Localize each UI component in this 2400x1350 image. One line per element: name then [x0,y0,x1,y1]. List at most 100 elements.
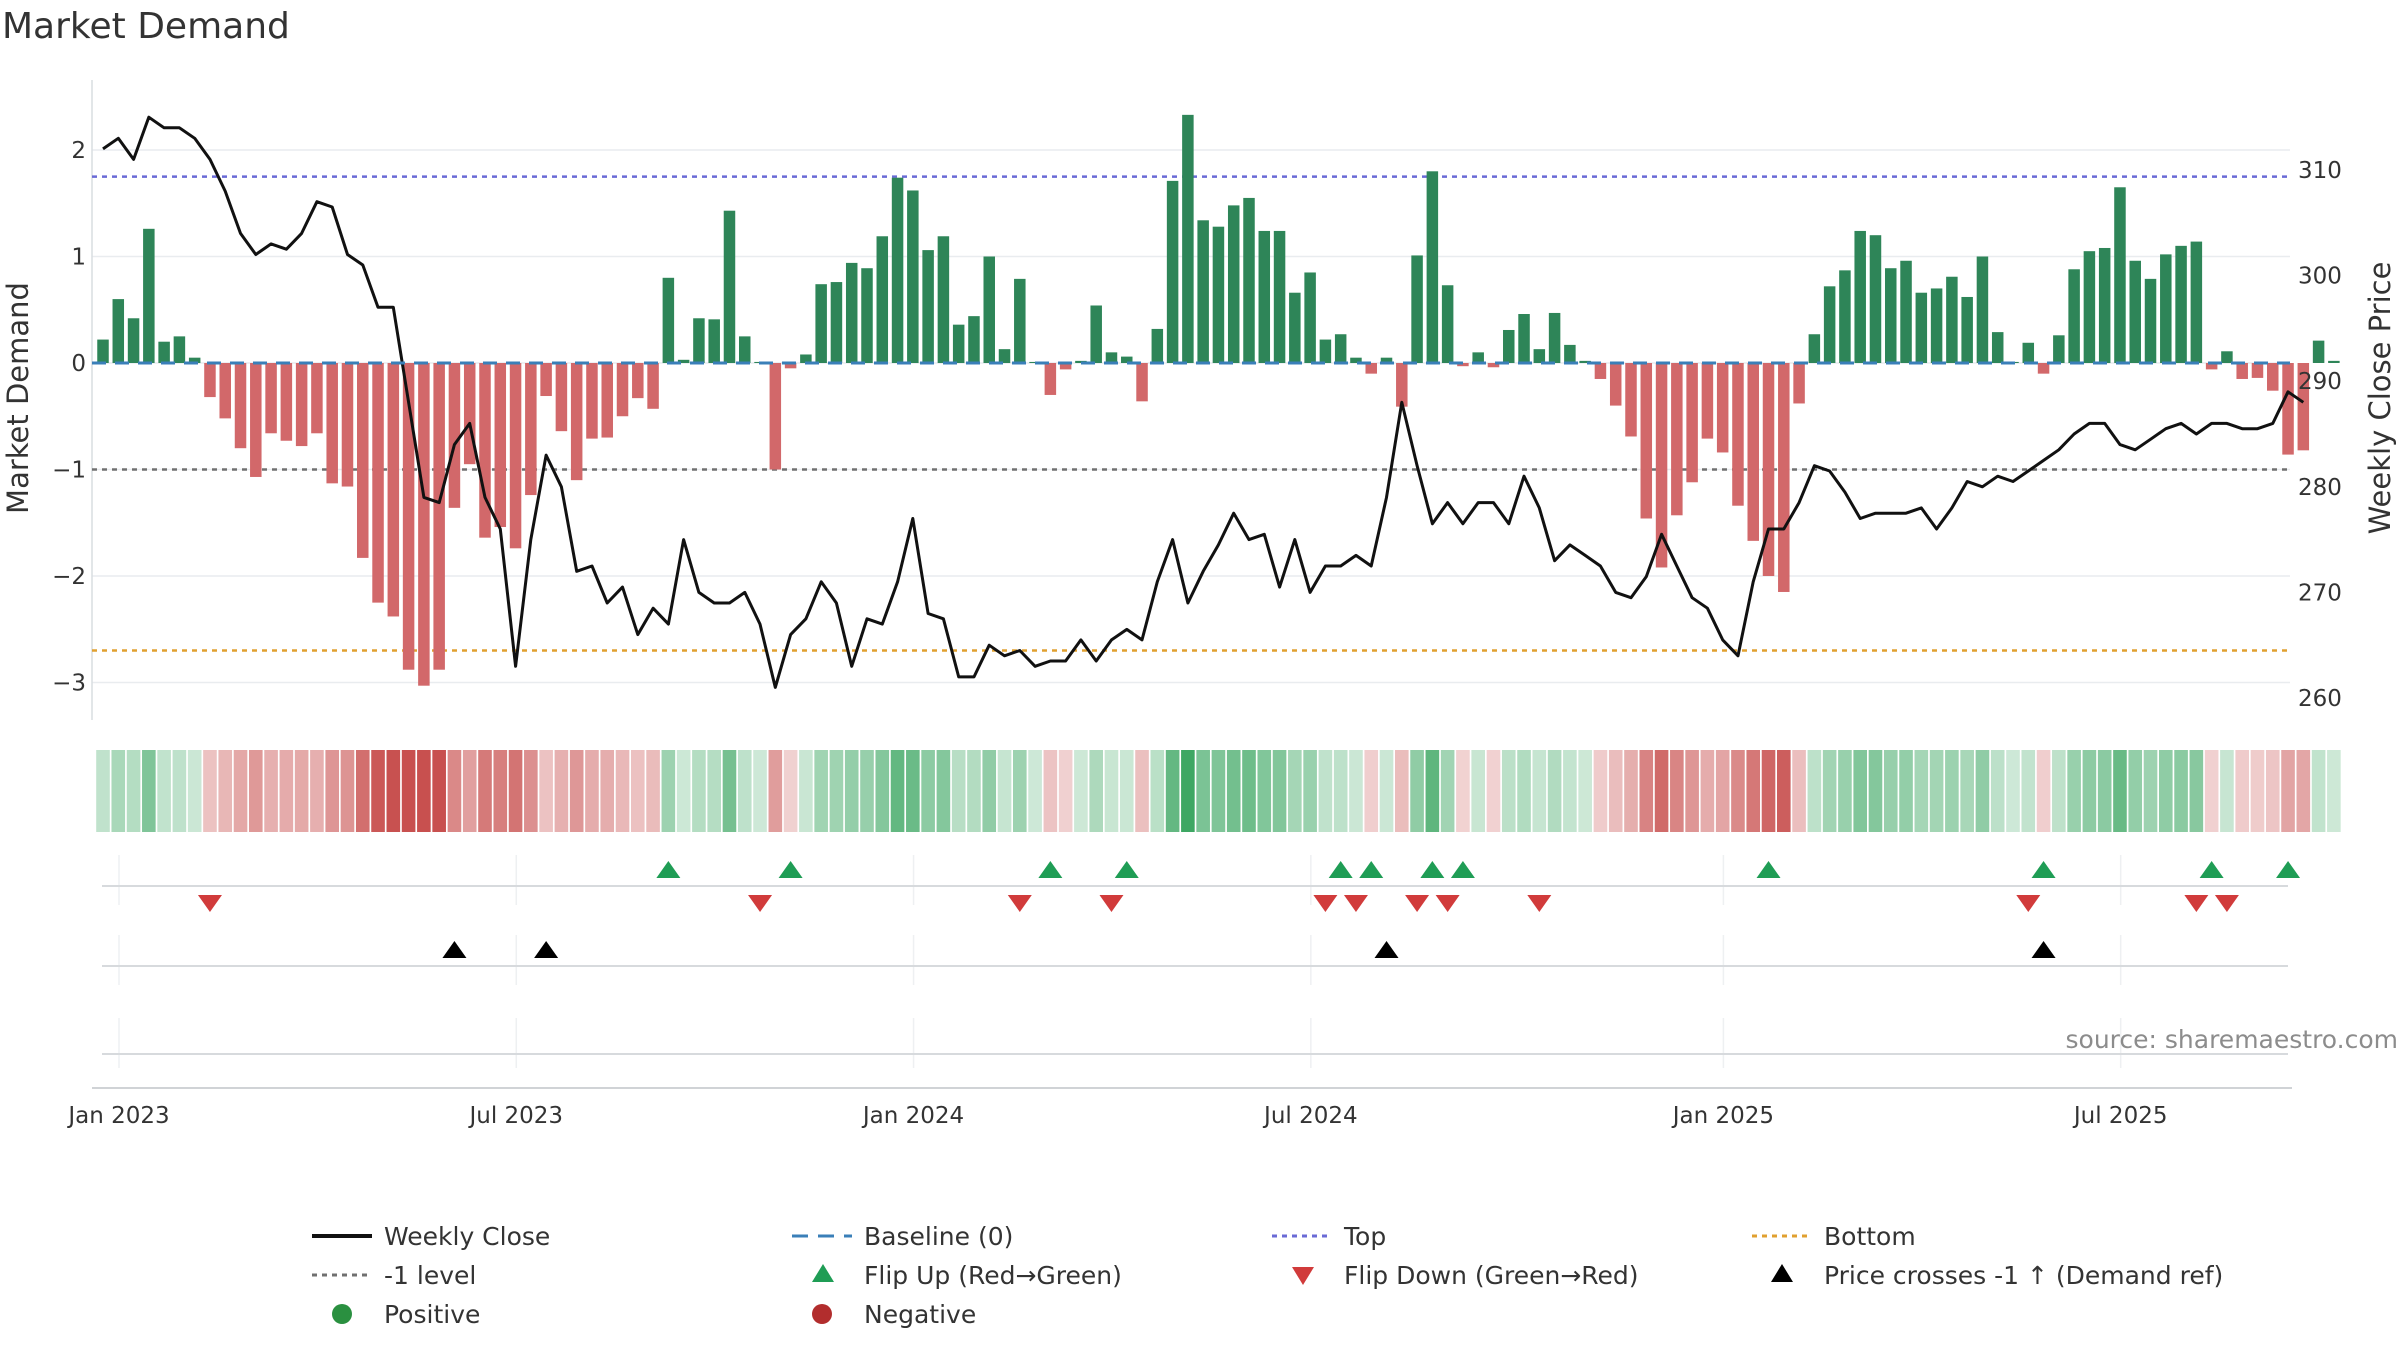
flip-up-marker [1756,861,1781,878]
chart-title: Market Demand [2,6,290,47]
heat-strip-cell [493,750,508,832]
demand-bar [1227,205,1240,363]
weekly-close-line [102,115,2305,689]
heat-strip-cell [1654,750,1669,832]
heat-strip-cell [814,750,828,832]
demand-bar [647,363,659,409]
demand-bar [1778,363,1790,592]
demand-bar [311,363,323,434]
legend-baseline: Baseline (0) [864,1222,1013,1251]
heat-strip-cell [539,750,553,832]
heat-strip-cell [753,750,767,832]
demand-bar [708,319,720,363]
demand-bar [1350,357,1362,363]
heat-strip-cell [233,750,248,832]
demand-bar [1701,363,1714,439]
demand-bar [2098,247,2111,363]
flip-down-marker [1527,895,1552,912]
demand-bar [1472,352,1484,363]
demand-bar [387,363,400,617]
heat-strip-cell [631,750,645,832]
heat-strip-cell [692,750,706,832]
demand-cross-marker [534,941,559,958]
heat-strip-cell [1945,750,1959,832]
demand-bar [1747,363,1759,541]
flip-down-marker [1313,895,1338,912]
x-tick-label: Jul 2025 [2072,1103,2168,1129]
heat-strip-cell [2006,750,2020,832]
legend-bottom: Bottom [1824,1222,1916,1251]
x-tick-label: Jan 2023 [66,1103,169,1129]
demand-bar [2022,342,2035,363]
heat-strip-cell [1165,750,1180,832]
demand-bar [418,363,430,686]
heat-strip-cell [478,750,492,832]
heat-strip-cell [1761,750,1776,832]
demand-bar [1548,312,1561,363]
demand-bar [1839,270,1851,363]
demand-bar [1334,334,1347,363]
heat-strip-cell [1868,750,1883,832]
demand-bar [632,363,644,399]
heat-strip-cell [906,750,920,832]
demand-bar [983,256,995,363]
demand-bar [2114,187,2126,363]
heat-strip-cell [1563,750,1577,832]
demand-bar [2160,254,2172,363]
demand-bar [845,262,858,363]
demand-bar [250,363,262,477]
flip-up-marker [778,861,803,878]
y2-axis-label: Weekly Close Price [2363,262,2397,535]
legend-top: Top [1343,1222,1386,1251]
heat-strip-cell [2220,750,2234,832]
heat-strip-cell [646,750,660,832]
legend: Weekly Close Baseline (0) Top Bottom -1 … [312,1222,2223,1329]
heat-strip-cell [2327,750,2341,832]
demand-bar [1319,339,1332,363]
demand-bar [1885,268,1897,363]
demand-bar [2190,241,2203,363]
heat-strip-cell [890,750,905,832]
heat-strip-cell [1364,750,1379,832]
demand-bar [143,228,155,363]
demand-bar [326,363,338,484]
demand-bar [1671,363,1683,516]
heat-strip-cell [615,750,630,832]
demand-bar [1564,344,1576,363]
demand-bar [1380,357,1393,363]
heat-strip-cell [1288,750,1302,832]
x-axis: Jan 2023 Jul 2023 Jan 2024 Jul 2024 Jan … [66,1087,2292,1129]
heat-strip-cell [1838,750,1852,832]
demand-bar [616,363,629,417]
demand-bar [2129,260,2141,363]
flip-down-marker [2184,895,2209,912]
demand-bar [1946,276,1958,363]
demand-bar [1854,230,1866,363]
demand-bar [433,363,445,670]
flip-up-marker [2199,861,2224,878]
heat-strip-cell [371,750,385,832]
demand-bar [1273,230,1286,363]
demand-bar [158,341,170,363]
heat-strip-cell [2235,750,2249,832]
demand-bar [876,236,889,363]
heat-strip-cell [1929,750,1944,832]
demand-bar [815,284,827,363]
demand-bar [1014,278,1026,363]
heat-strip-cell [1410,750,1424,832]
demand-bar [1365,363,1377,374]
demand-bar [2037,363,2050,374]
y-tick-label: 0 [71,351,86,377]
heat-strip-cell [600,750,615,832]
heat-strip-cell [1914,750,1929,832]
demand-bar [127,318,140,363]
heat-strip-cell [1746,750,1761,832]
demand-bar [1212,226,1225,363]
demand-bar [219,363,231,419]
demand-bar [509,363,522,549]
demand-bar [1655,363,1668,568]
heat-strip-cell [1135,750,1149,832]
heat-strip-cell [1379,750,1394,832]
heat-strip-cell [1608,750,1623,832]
demand-bar [769,363,782,470]
